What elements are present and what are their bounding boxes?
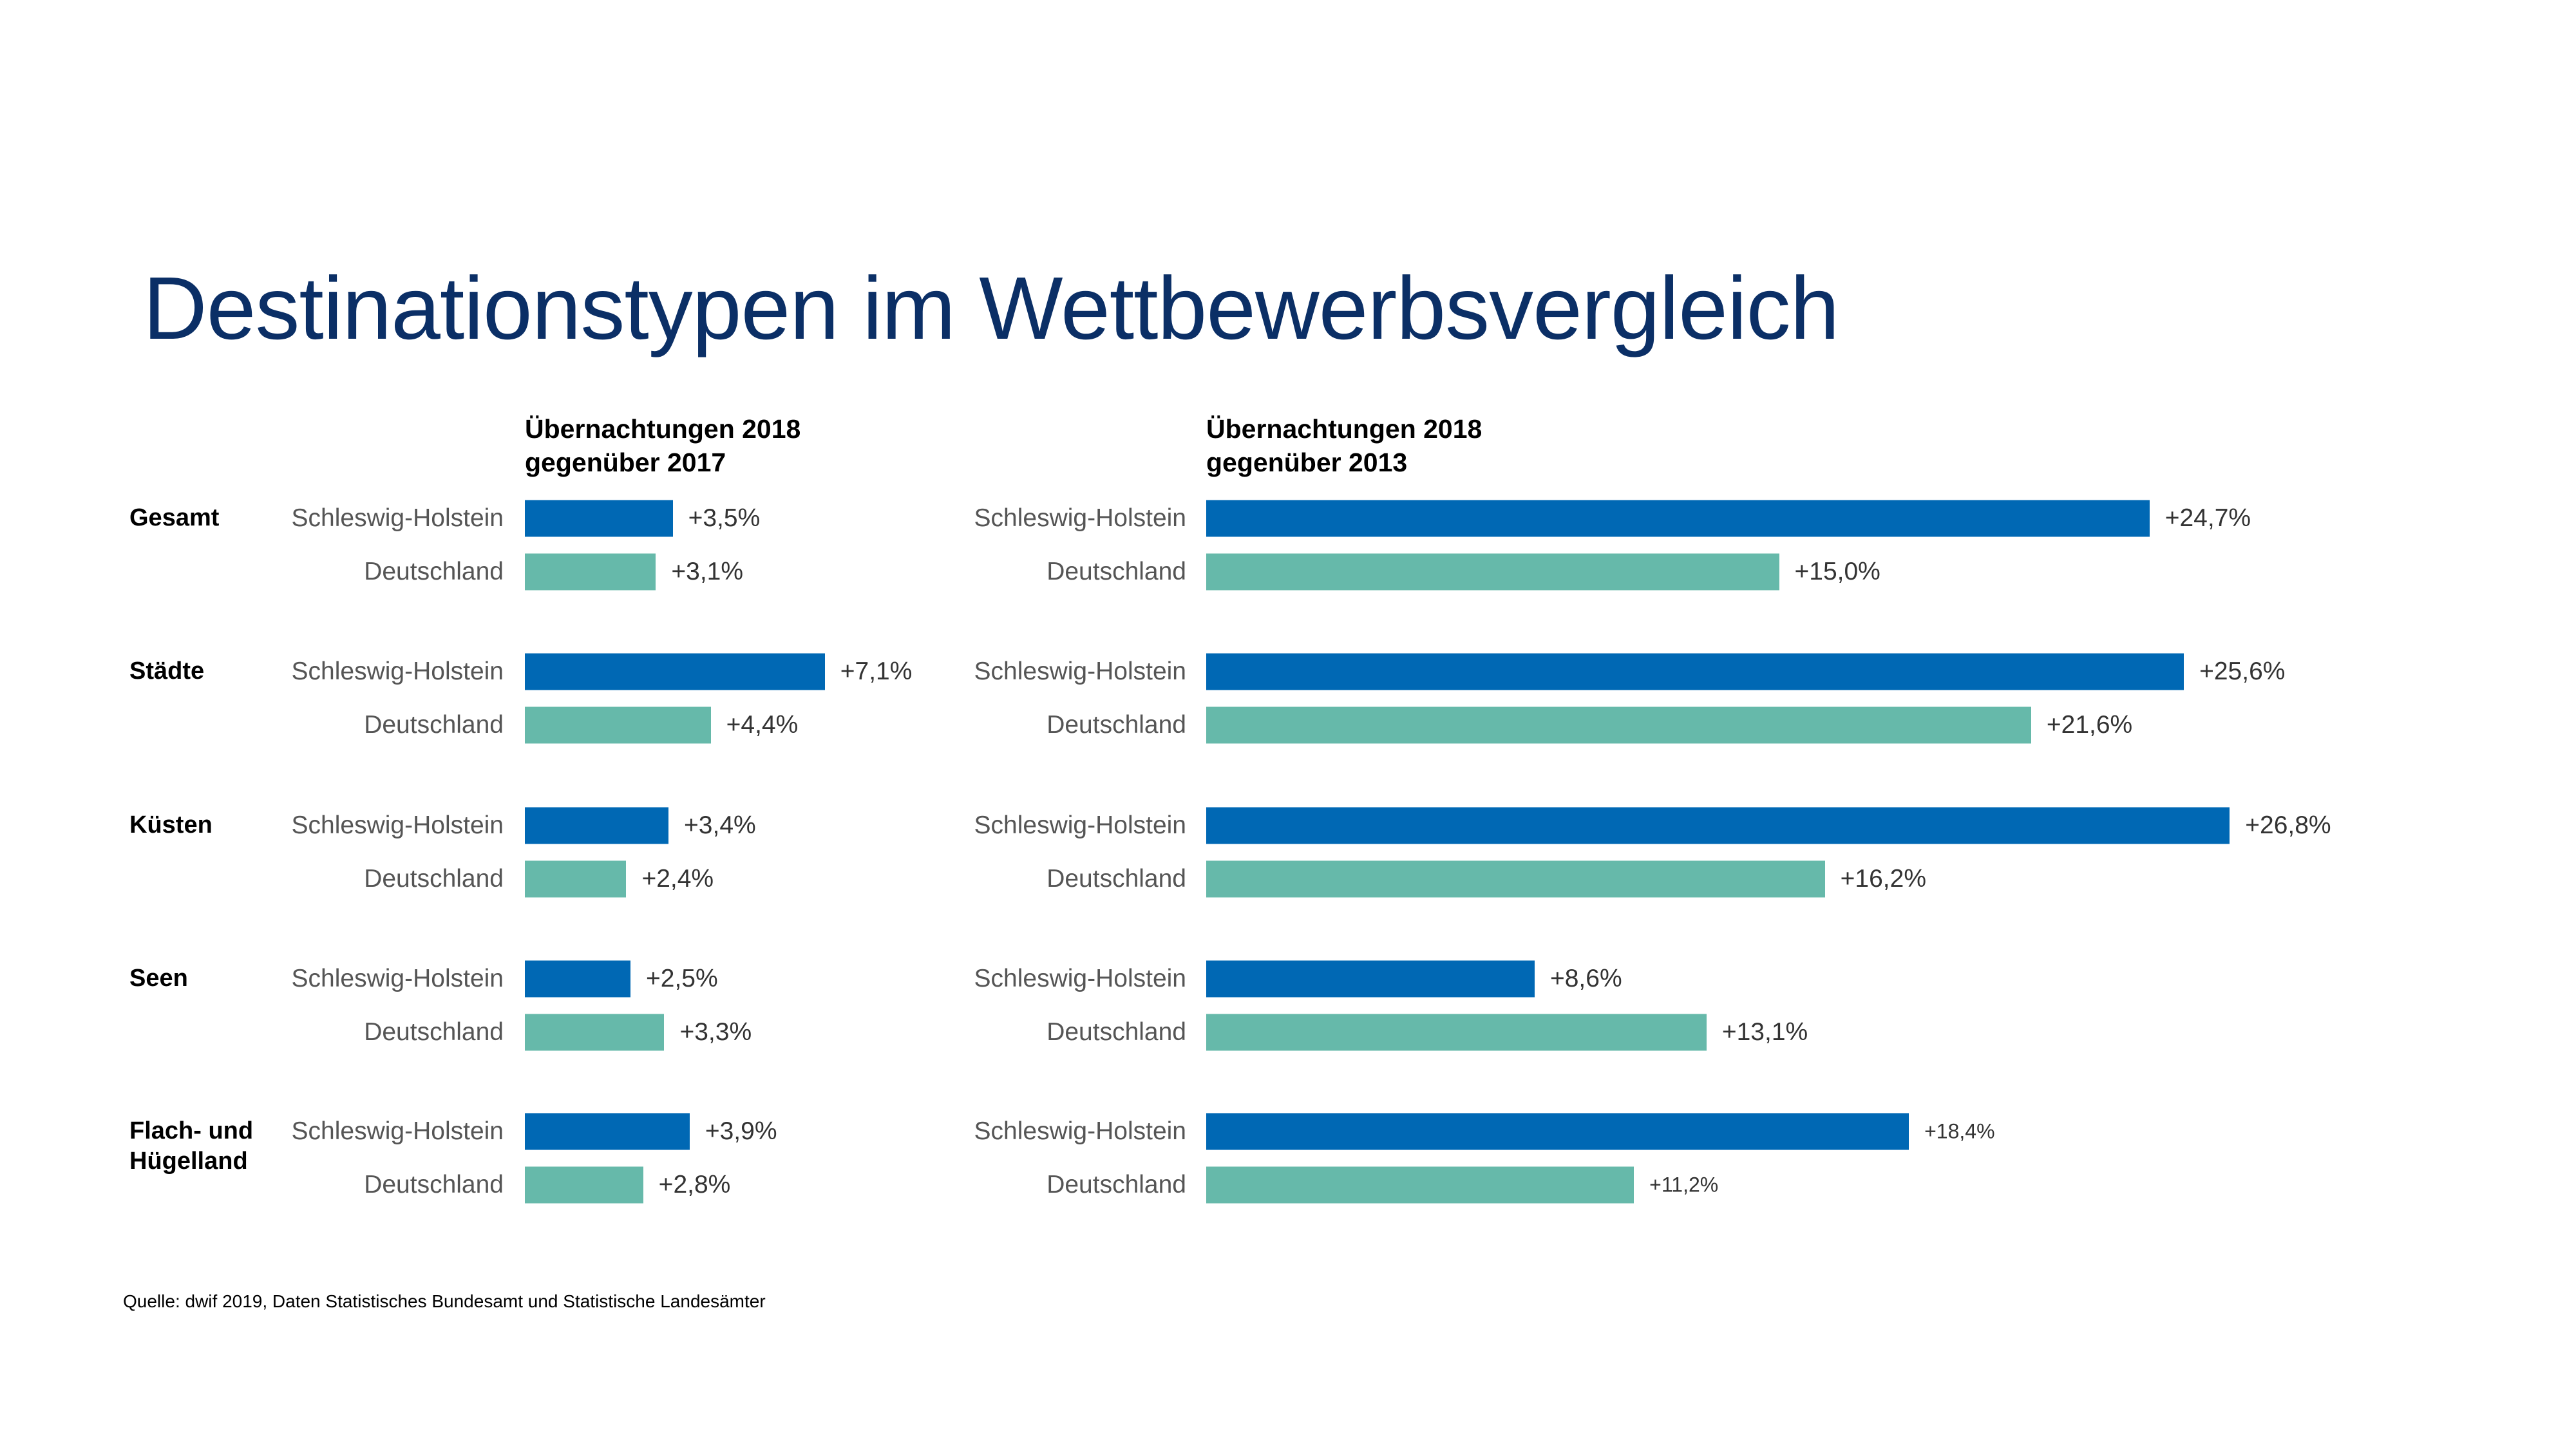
bar-schleswig-holstein (1206, 960, 1535, 998)
row-label: Deutschland (364, 558, 504, 585)
data-label: +11,2% (1649, 1173, 1719, 1197)
data-label: +8,6% (1549, 965, 1622, 992)
row-label: Schleswig-Holstein (974, 965, 1186, 992)
bar-schleswig-holstein (525, 807, 669, 844)
bar-deutschland (1206, 706, 2031, 744)
chart-2-title-line-1: Übernachtungen 2018 (1206, 414, 1482, 444)
row-label: Schleswig-Holstein (974, 504, 1186, 532)
bar-schleswig-holstein (525, 653, 825, 690)
bar-schleswig-holstein (525, 960, 630, 998)
data-label: +24,7% (2164, 504, 2251, 532)
data-label: +15,0% (1794, 558, 1880, 585)
bar-deutschland (525, 1166, 643, 1204)
row-label: Deutschland (1046, 558, 1186, 585)
data-label: +3,1% (671, 558, 744, 585)
bar-schleswig-holstein (1206, 500, 2150, 537)
bar-schleswig-holstein (1206, 1113, 1909, 1150)
data-label: +3,4% (684, 811, 756, 839)
chart-1-title-line-1: Übernachtungen 2018 (525, 414, 801, 444)
row-label: Schleswig-Holstein (974, 658, 1186, 685)
bar-schleswig-holstein (1206, 653, 2184, 690)
bar-deutschland (1206, 553, 1779, 591)
data-label: +26,8% (2245, 811, 2331, 839)
chart-2-title-line-2: gegenüber 2013 (1206, 448, 1408, 477)
row-label: Schleswig-Holstein (974, 811, 1186, 839)
row-label: Schleswig-Holstein (291, 811, 504, 839)
row-label: Schleswig-Holstein (291, 1117, 504, 1145)
data-label: +18,4% (1924, 1119, 1995, 1143)
category-label: Seen (129, 965, 188, 992)
data-label: +13,1% (1721, 1018, 1808, 1046)
bar-schleswig-holstein (1206, 807, 2230, 844)
bar-deutschland (525, 1014, 665, 1051)
data-label: +2,4% (641, 865, 714, 893)
data-label: +2,8% (658, 1171, 731, 1198)
row-label: Deutschland (364, 1171, 504, 1198)
data-label: +7,1% (840, 658, 913, 685)
data-label: +2,5% (646, 965, 718, 992)
chart-1-title-line-2: gegenüber 2017 (525, 448, 726, 477)
category-label: Flach- und Hügelland (129, 1117, 254, 1175)
bar-deutschland (525, 553, 656, 591)
data-label: +16,2% (1840, 865, 1927, 893)
bar-deutschland (1206, 860, 1825, 898)
row-label: Deutschland (1046, 865, 1186, 893)
bar-deutschland (525, 860, 627, 898)
row-label: Deutschland (1046, 711, 1186, 739)
bar-deutschland (1206, 1014, 1707, 1051)
source-note: Quelle: dwif 2019, Daten Statistisches B… (123, 1291, 766, 1311)
data-label: +21,6% (2046, 711, 2133, 739)
row-label: Deutschland (1046, 1171, 1186, 1198)
data-label: +4,4% (726, 711, 799, 739)
bar-schleswig-holstein (525, 1113, 690, 1150)
bar-schleswig-holstein (525, 500, 673, 537)
page-title: Destinationstypen im Wettbewerbsvergleic… (143, 259, 1839, 358)
row-label: Schleswig-Holstein (291, 658, 504, 685)
data-label: +3,5% (688, 504, 761, 532)
chart-2-title: Übernachtungen 2018 gegenüber 2013 (1206, 412, 1482, 479)
row-label: Deutschland (1046, 1018, 1186, 1046)
bar-deutschland (1206, 1166, 1634, 1204)
data-label: +3,9% (705, 1117, 777, 1145)
bar-deutschland (525, 706, 711, 744)
chart-1-title: Übernachtungen 2018 gegenüber 2017 (525, 412, 800, 479)
category-label: Gesamt (129, 504, 220, 531)
row-label: Schleswig-Holstein (291, 504, 504, 532)
data-label: +25,6% (2199, 658, 2286, 685)
row-label: Deutschland (364, 865, 504, 893)
category-label: Städte (129, 658, 205, 685)
data-label: +3,3% (679, 1018, 752, 1046)
category-label: Küsten (129, 811, 213, 838)
row-label: Deutschland (364, 1018, 504, 1046)
row-label: Deutschland (364, 711, 504, 739)
row-label: Schleswig-Holstein (974, 1117, 1186, 1145)
row-label: Schleswig-Holstein (291, 965, 504, 992)
